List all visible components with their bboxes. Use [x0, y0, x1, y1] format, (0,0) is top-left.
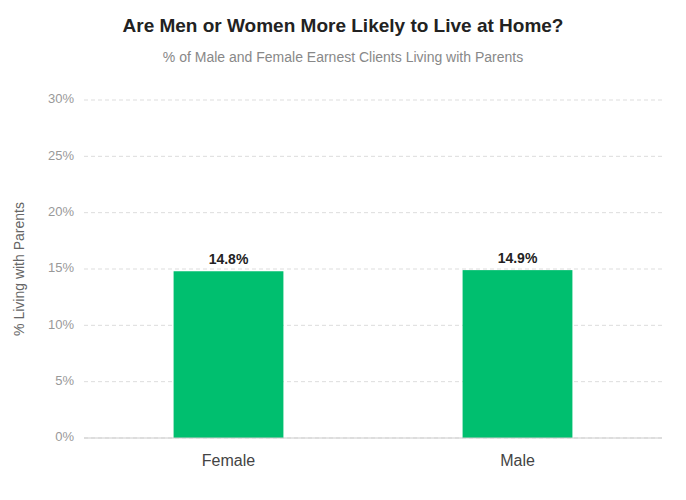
y-tick-label: 0%	[55, 429, 74, 444]
bars	[174, 270, 573, 438]
grid-line	[84, 438, 662, 439]
page: {"chart_data": {"type": "bar", "title": …	[0, 0, 686, 500]
x-axis: Female Male	[84, 438, 662, 469]
y-axis: 0% 5% 10% 15% 20% 25% 30%	[48, 91, 74, 444]
x-axis-line	[84, 438, 662, 439]
y-tick-label: 30%	[48, 91, 74, 106]
x-tick-label: Female	[202, 452, 255, 469]
grid-line	[84, 212, 662, 213]
grid	[84, 100, 662, 438]
grid-line	[84, 269, 662, 270]
grid-line	[84, 100, 662, 101]
data-labels: 14.8% 14.9%	[209, 250, 538, 267]
y-tick-label: 10%	[48, 317, 74, 332]
bar	[174, 271, 284, 438]
x-tick-label: Male	[500, 452, 535, 469]
chart-container: Are Men or Women More Likely to Live at …	[0, 0, 686, 500]
y-tick-label: 25%	[48, 148, 74, 163]
grid-line	[84, 381, 662, 382]
data-label: 14.9%	[498, 250, 538, 266]
data-label: 14.8%	[209, 251, 249, 267]
chart: Are Men or Women More Likely to Live at …	[0, 0, 686, 500]
y-axis-label: % Living with Parents	[11, 202, 27, 336]
y-tick-label: 15%	[48, 260, 74, 275]
grid-line	[84, 156, 662, 157]
y-tick-label: 5%	[55, 373, 74, 388]
subtitle: % of Male and Female Earnest Clients Liv…	[163, 49, 523, 65]
title: Are Men or Women More Likely to Live at …	[123, 15, 564, 36]
bar	[463, 270, 573, 438]
y-tick-label: 20%	[48, 204, 74, 219]
grid-line	[84, 325, 662, 326]
